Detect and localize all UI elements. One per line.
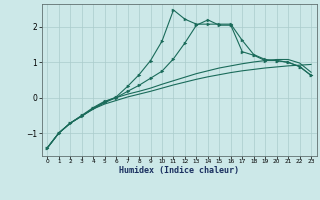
X-axis label: Humidex (Indice chaleur): Humidex (Indice chaleur) [119, 166, 239, 175]
